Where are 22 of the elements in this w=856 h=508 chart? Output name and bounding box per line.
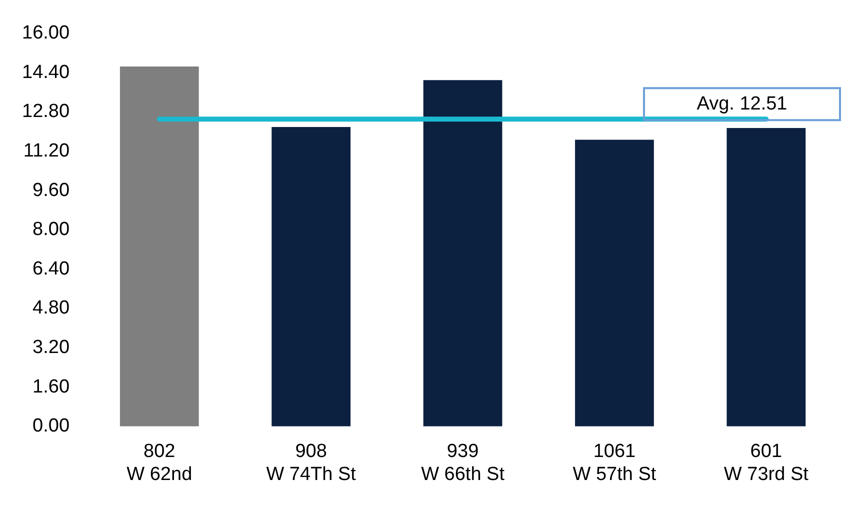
x-tick-label: 601 W 73rd St	[724, 441, 810, 485]
y-tick-label: 9.60	[32, 180, 70, 201]
y-tick-label: 16.00	[22, 22, 70, 44]
x-tick-label: 908 W 74Th St	[266, 441, 357, 485]
bar	[423, 80, 502, 426]
y-tick-label: 4.80	[32, 298, 70, 319]
bar	[726, 128, 806, 426]
y-tick-label: 3.20	[32, 337, 70, 358]
y-tick-label: 14.40	[22, 62, 70, 83]
bar	[120, 66, 199, 426]
y-tick-label: 0.00	[32, 416, 70, 437]
y-tick-label: 8.00	[32, 219, 70, 240]
y-tick-label: 6.40	[32, 258, 70, 280]
y-tick-label: 1.60	[32, 376, 70, 398]
bar	[272, 126, 351, 426]
x-tick-label: 1061 W 57th St	[572, 441, 657, 485]
y-tick-label: 12.80	[22, 101, 70, 122]
ref-line-label: Avg. 12.51	[696, 93, 788, 114]
x-tick-label: 939 W 66th St	[421, 441, 506, 485]
bar	[575, 140, 654, 426]
x-tick-label: 802 W 62nd	[126, 441, 192, 485]
y-tick-label: 11.20	[23, 140, 70, 162]
